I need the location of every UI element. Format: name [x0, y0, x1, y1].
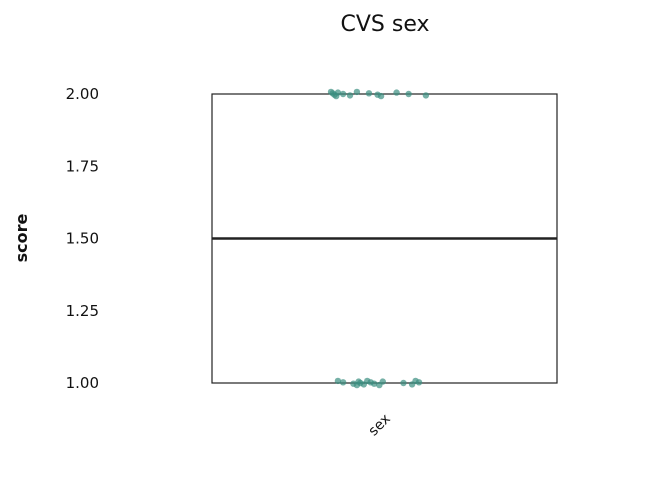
data-point — [422, 92, 430, 99]
data-point — [405, 90, 412, 98]
y-axis-label: score — [12, 213, 31, 262]
data-point — [339, 379, 347, 386]
data-point — [346, 92, 354, 99]
data-point — [379, 378, 386, 385]
y-tick-label: 1.25 — [66, 302, 99, 320]
data-point — [370, 380, 378, 387]
y-tick-label: 1.00 — [66, 374, 99, 392]
chart-title: CVS sex — [341, 12, 430, 37]
y-axis-ticks: 1.00 1.25 1.50 1.75 2.00 — [66, 85, 99, 392]
data-point — [415, 379, 423, 386]
data-point — [400, 379, 407, 387]
y-tick-label: 1.50 — [66, 230, 99, 248]
jitter-points — [327, 88, 430, 389]
y-tick-label: 1.75 — [66, 157, 99, 175]
data-point — [334, 89, 342, 96]
data-point — [339, 90, 347, 98]
y-tick-label: 2.00 — [66, 85, 99, 103]
x-category-label: sex — [366, 411, 394, 439]
data-point — [377, 92, 385, 100]
data-point — [353, 88, 361, 96]
data-point — [393, 89, 400, 96]
data-point — [334, 377, 342, 385]
data-point — [365, 90, 373, 97]
